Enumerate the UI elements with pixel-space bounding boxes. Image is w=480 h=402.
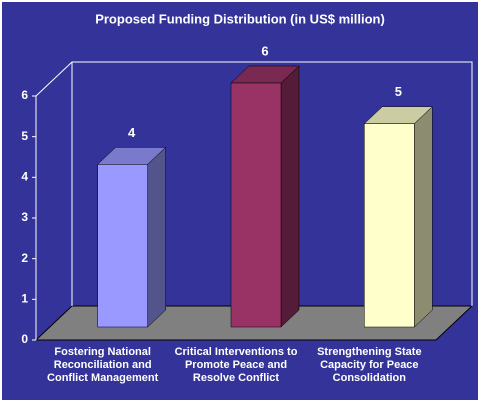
y-tick-label: 1 bbox=[21, 292, 28, 306]
back-wall bbox=[35, 61, 473, 306]
bar bbox=[97, 164, 148, 328]
bar-side bbox=[414, 106, 433, 328]
y-tick-label: 6 bbox=[21, 88, 28, 102]
x-tick-label: Strengthening State Capacity for Peace C… bbox=[317, 346, 422, 384]
y-tick-label: 4 bbox=[21, 170, 28, 184]
bar bbox=[230, 82, 282, 328]
y-tick-label: 0 bbox=[21, 332, 28, 346]
data-label: 6 bbox=[261, 43, 268, 58]
bar-side bbox=[147, 146, 166, 328]
bar bbox=[364, 123, 415, 328]
bar-side bbox=[280, 65, 300, 328]
data-label: 4 bbox=[128, 125, 136, 140]
x-tick-label: Critical Interventions to Promote Peace … bbox=[174, 346, 298, 384]
y-tick-label: 3 bbox=[21, 210, 28, 224]
y-tick-label: 2 bbox=[21, 251, 28, 265]
data-label: 5 bbox=[395, 84, 402, 99]
chart-title: Proposed Funding Distribution (in US$ mi… bbox=[95, 11, 385, 26]
y-tick-label: 5 bbox=[21, 129, 28, 143]
x-tick-label: Fostering National Reconciliation and Co… bbox=[47, 346, 159, 384]
